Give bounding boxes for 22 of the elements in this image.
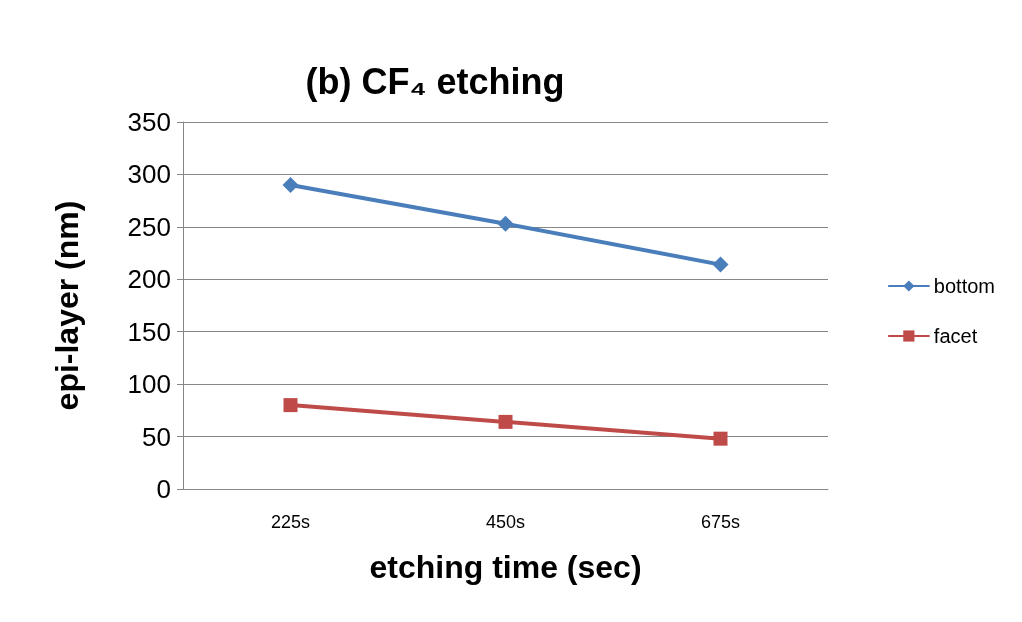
x-tick-label: 225s xyxy=(270,512,311,532)
point xyxy=(498,414,513,429)
y-tick-label: 0 xyxy=(156,474,171,504)
point xyxy=(497,215,514,232)
point xyxy=(713,431,728,446)
legend-label: facet xyxy=(933,325,978,347)
point xyxy=(283,398,298,413)
point xyxy=(282,176,299,193)
y-tick-label: 150 xyxy=(127,316,171,347)
chart-title: (b) CF₄ etching xyxy=(305,60,565,102)
point xyxy=(712,256,729,273)
y-axis-title: epi-layer (nm) xyxy=(49,200,85,411)
y-tick-label: 350 xyxy=(127,107,171,137)
y-tick-label: 300 xyxy=(127,159,171,190)
y-tick-label: 250 xyxy=(127,211,171,242)
y-tick-label: 100 xyxy=(127,369,171,400)
y-tick-label: 200 xyxy=(127,264,171,295)
legend-label: bottom xyxy=(933,275,996,297)
y-tick-label: 50 xyxy=(142,421,171,452)
x-tick-label: 450s xyxy=(485,512,526,532)
x-axis-title: etching time (sec) xyxy=(369,549,642,585)
x-tick-label: 675s xyxy=(700,512,741,532)
